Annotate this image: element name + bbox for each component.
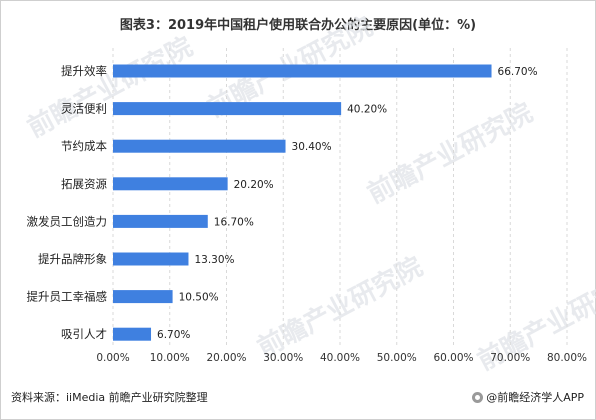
bar	[113, 102, 342, 116]
grid-lines	[112, 48, 568, 348]
value-labels: 66.70% 40.20% 30.40% 20.20% 16.70% 13.30% 10.5…	[157, 66, 538, 341]
x-tick-label: 20.00%	[206, 352, 246, 364]
bar	[113, 252, 189, 266]
x-tick-labels: 0.00% 10.00% 20.00% 30.00% 40.00% 50.00% 60.00…	[96, 352, 587, 364]
brand-note: @前瞻经济学人APP	[472, 389, 584, 405]
category-label: 提升效率	[61, 64, 107, 78]
bar	[113, 327, 152, 341]
x-tick-label: 70.00%	[490, 352, 530, 364]
value-label: 10.50%	[179, 292, 219, 304]
brand-label: @前瞻经济学人APP	[486, 391, 584, 404]
bar	[113, 214, 208, 228]
source-note: 资料来源：iiMedia 前瞻产业研究院整理	[11, 391, 208, 404]
brand-logo-icon	[472, 391, 484, 403]
bar	[113, 290, 173, 304]
value-label: 16.70%	[214, 216, 254, 228]
category-label: 吸引人才	[61, 327, 107, 341]
x-tick-label: 10.00%	[150, 352, 190, 364]
chart-title: 图表3：2019年中国租户使用联合办公的主要原因(单位：%)	[119, 18, 477, 33]
category-label: 提升员工幸福感	[27, 290, 108, 304]
x-tick-label: 50.00%	[377, 352, 417, 364]
x-tick-label: 80.00%	[547, 352, 587, 364]
category-label: 激发员工创造力	[27, 214, 108, 228]
bar	[113, 64, 492, 78]
category-label: 提升品牌形象	[38, 252, 107, 266]
value-label: 30.40%	[292, 141, 332, 153]
value-label: 13.30%	[194, 254, 234, 266]
category-label: 灵活便利	[61, 102, 107, 116]
x-tick-label: 0.00%	[96, 352, 129, 364]
category-label: 拓展资源	[61, 177, 107, 191]
category-label: 节约成本	[61, 139, 107, 153]
x-tick-label: 40.00%	[320, 352, 360, 364]
value-label: 66.70%	[498, 66, 538, 78]
x-tick-label: 30.00%	[263, 352, 303, 364]
bars	[113, 64, 492, 341]
value-label: 6.70%	[157, 329, 190, 341]
bar	[113, 139, 286, 153]
x-tick-label: 60.00%	[433, 352, 473, 364]
value-label: 40.20%	[347, 104, 387, 116]
bar	[113, 177, 228, 191]
value-label: 20.20%	[234, 179, 274, 191]
